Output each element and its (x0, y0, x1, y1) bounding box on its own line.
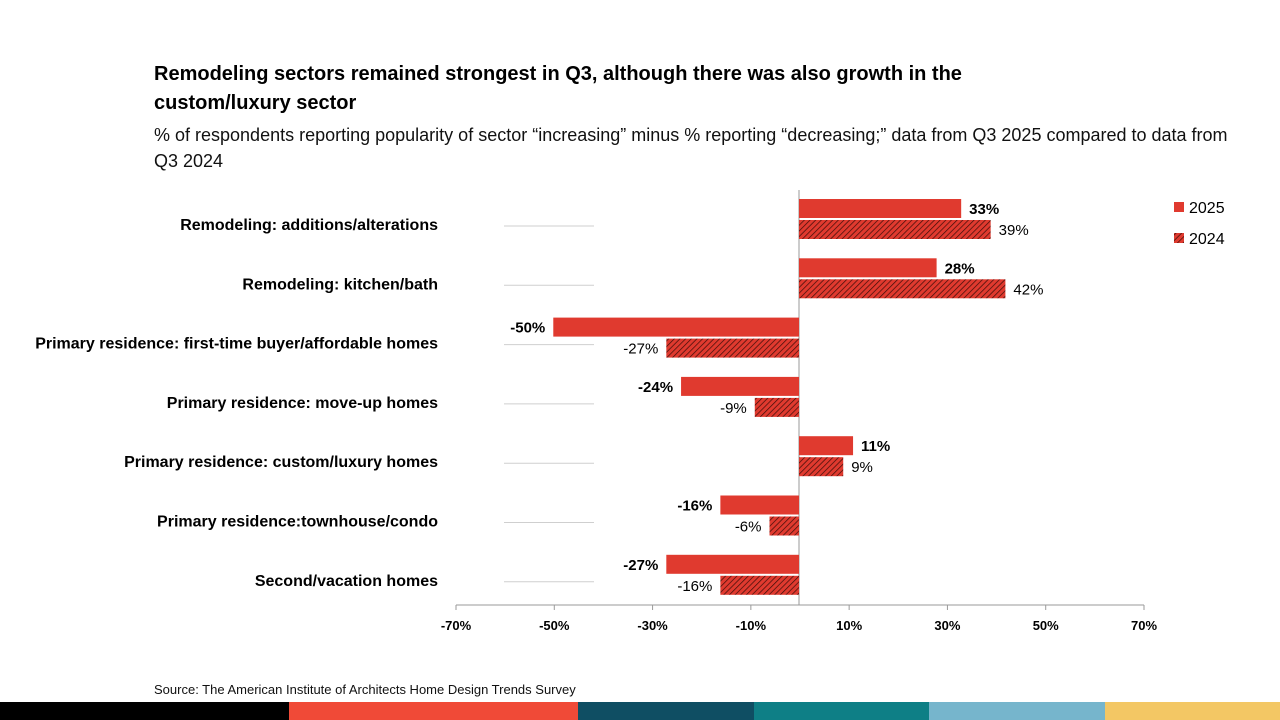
data-label-2024: -9% (720, 400, 747, 417)
bar-2025 (553, 317, 799, 337)
category-label: Second/vacation homes (255, 573, 438, 590)
legend-label: 2024 (1189, 231, 1225, 248)
data-label-2025: 33% (969, 201, 999, 218)
category-label: Primary residence: move-up homes (167, 395, 438, 412)
footer-color-bar (0, 702, 1280, 720)
category-label: Remodeling: additions/alterations (180, 217, 438, 234)
bar-2025 (681, 376, 799, 396)
footer-color-segment (289, 702, 578, 720)
bar-2024 (769, 516, 799, 536)
legend-swatch (1174, 202, 1184, 212)
data-label-2024: -16% (677, 578, 712, 595)
bar-chart: -70% -50% -30% -10% 10% 30% 50% 70% Remodeling: … (35, 190, 1225, 633)
footer-color-segment (578, 702, 754, 720)
bar-2024 (799, 279, 1006, 299)
category-label: Primary residence: custom/luxury homes (124, 454, 438, 471)
bar-2024 (666, 338, 799, 358)
bar-2025 (799, 199, 962, 218)
x-tick-label: 30% (934, 618, 960, 633)
x-tick-label: -50% (539, 618, 570, 633)
x-tick-label: 50% (1033, 618, 1059, 633)
legend-swatch (1174, 233, 1184, 243)
data-label-2024: 42% (1013, 281, 1043, 298)
bar-2025 (666, 554, 799, 574)
data-label-2025: 11% (861, 438, 890, 455)
category-label: Remodeling: kitchen/bath (242, 276, 438, 293)
chart-title: Remodeling sectors remained strongest in… (154, 63, 962, 114)
data-label-2025: -27% (623, 557, 658, 574)
chart-subtitle: % of respondents reporting popularity of… (154, 125, 1228, 171)
bar-2025 (799, 258, 937, 278)
x-tick-label: 70% (1131, 618, 1157, 633)
data-label-2025: -50% (510, 320, 545, 337)
x-tick-label: 10% (836, 618, 862, 633)
legend-label: 2025 (1189, 200, 1225, 217)
data-label-2024: -6% (735, 519, 762, 536)
data-label-2025: -16% (677, 498, 712, 515)
bar-2024 (720, 575, 799, 595)
bar-2024 (799, 220, 991, 239)
footer-color-segment (1105, 702, 1280, 720)
source-note: Source: The American Institute of Archit… (154, 682, 576, 697)
data-label-2024: -27% (623, 341, 658, 358)
bar-2024 (799, 457, 844, 477)
bar-2024 (754, 397, 799, 417)
data-label-2025: -24% (638, 379, 673, 396)
data-label-2025: 28% (945, 260, 975, 277)
footer-color-segment (929, 702, 1105, 720)
category-label: Primary residence: first-time buyer/affo… (35, 336, 438, 353)
x-tick-label: -70% (441, 618, 472, 633)
category-label: Primary residence:townhouse/condo (157, 514, 438, 531)
bar-2025 (720, 495, 799, 515)
bar-2025 (799, 436, 854, 456)
footer-color-segment (754, 702, 929, 720)
x-tick-label: -10% (736, 618, 767, 633)
x-tick-label: -30% (637, 618, 668, 633)
data-label-2024: 39% (999, 222, 1029, 239)
data-label-2024: 9% (851, 459, 873, 476)
footer-color-segment (0, 702, 289, 720)
